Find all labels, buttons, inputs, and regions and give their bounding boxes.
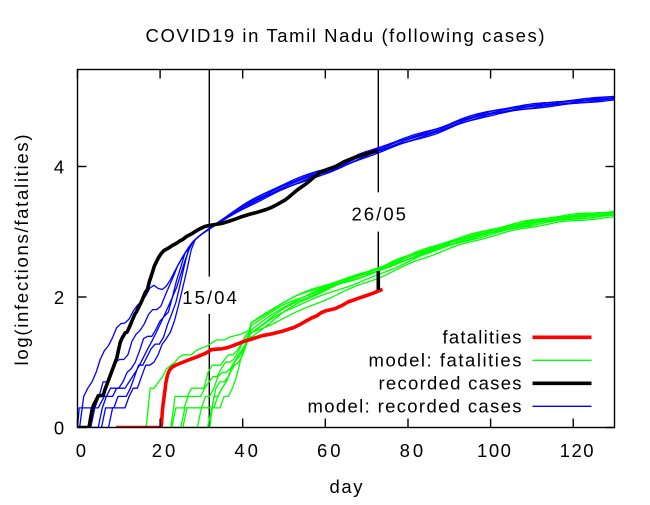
svg-text:day: day: [330, 476, 364, 497]
svg-text:0: 0: [76, 440, 86, 461]
svg-text:fatalities: fatalities: [443, 327, 522, 348]
svg-text:model: fatalities: model: fatalities: [369, 350, 522, 371]
svg-text:120: 120: [560, 440, 594, 461]
svg-text:4: 4: [54, 157, 64, 178]
svg-text:recorded cases: recorded cases: [379, 373, 522, 394]
svg-text:COVID19 in Tamil Nadu (followi: COVID19 in Tamil Nadu (following cases): [146, 25, 545, 46]
svg-text:0: 0: [54, 417, 64, 438]
svg-text:15/04: 15/04: [182, 287, 237, 308]
svg-text:log(infections/fatalities): log(infections/fatalities): [11, 135, 32, 366]
svg-text:26/05: 26/05: [351, 203, 406, 224]
svg-text:100: 100: [477, 440, 511, 461]
svg-text:2: 2: [54, 287, 64, 308]
svg-text:model: recorded cases: model: recorded cases: [308, 396, 522, 417]
